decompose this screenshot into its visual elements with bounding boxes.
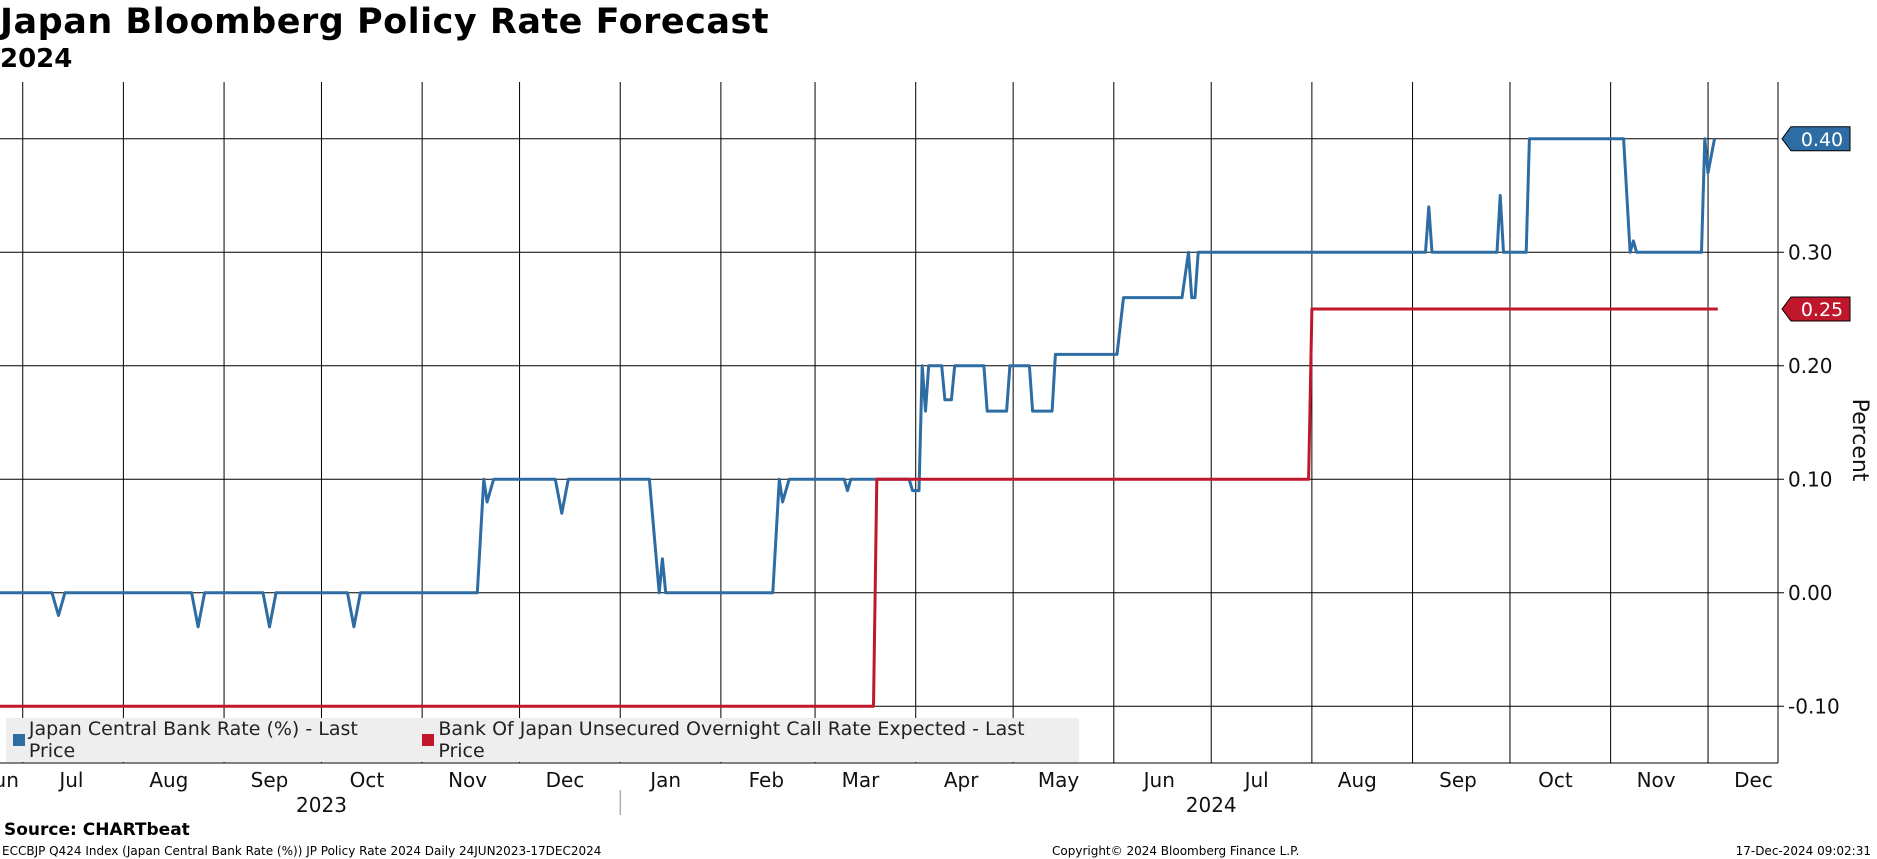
x-tick-label: Oct <box>350 768 385 792</box>
legend-item-central-bank-rate: Japan Central Bank Rate (%) - Last Price <box>13 718 405 762</box>
year-label: 2024 <box>1186 793 1237 817</box>
x-tick-label: Aug <box>149 768 188 792</box>
axes <box>0 82 1779 815</box>
y-tick-label: -0.10 <box>1788 694 1840 718</box>
legend-item-overnight-call-rate: Bank Of Japan Unsecured Overnight Call R… <box>422 718 1069 762</box>
series-line-0 <box>0 137 1716 629</box>
y-axis-title: Percent <box>1847 399 1872 482</box>
last-value-text: 0.40 <box>1801 129 1843 151</box>
series-layer <box>0 137 1718 708</box>
x-tick-label: Aug <box>1338 768 1377 792</box>
legend-swatch-blue <box>13 734 25 746</box>
legend-label: Bank Of Japan Unsecured Overnight Call R… <box>438 718 1025 762</box>
year-label: 2023 <box>296 793 347 817</box>
x-tick-label: Jul <box>57 768 83 792</box>
x-tick-label: Oct <box>1538 768 1573 792</box>
last-value-badges: 0.40 0.25 <box>1781 126 1851 322</box>
y-tick-labels: 0.30 0.20 0.10 0.00 -0.10 <box>1778 240 1840 718</box>
y-tick-label: 0.00 <box>1788 581 1833 605</box>
x-tick-label: Sep <box>1439 768 1477 792</box>
x-tick-label: Dec <box>1734 768 1773 792</box>
x-tick-label: Feb <box>749 768 784 792</box>
timestamp: 17-Dec-2024 09:02:31 <box>1735 844 1871 858</box>
x-tick-label: Jan <box>648 768 681 792</box>
x-tick-label: Jun <box>1142 768 1175 792</box>
series-line-1 <box>0 307 1718 708</box>
x-tick-label: Jun <box>0 768 19 792</box>
x-tick-label: Nov <box>1637 768 1676 792</box>
x-tick-label: May <box>1038 768 1080 792</box>
legend-label: Japan Central Bank Rate (%) - Last Price <box>28 718 358 762</box>
x-tick-label: Sep <box>251 768 289 792</box>
chart-subtitle: 2024 <box>0 44 73 74</box>
source-note: Source: CHARTbeat <box>4 820 190 840</box>
y-tick-label: 0.10 <box>1788 467 1833 491</box>
x-tick-label: Apr <box>944 768 979 792</box>
x-tick-label: Jul <box>1243 768 1269 792</box>
horizontal-gridlines <box>0 138 1778 707</box>
last-value-badge-1 <box>1781 296 1851 322</box>
last-value-badge-0 <box>1781 126 1851 152</box>
legend-swatch-red <box>422 734 435 746</box>
chart-title: Japan Bloomberg Policy Rate Forecast <box>0 2 770 42</box>
x-tick-label: Mar <box>842 768 881 792</box>
y-tick-label: 0.20 <box>1788 354 1833 378</box>
copyright-note: Copyright© 2024 Bloomberg Finance L.P. <box>1052 844 1300 858</box>
y-tick-label: 0.30 <box>1788 240 1833 264</box>
ticker-info: ECCBJP Q424 Index (Japan Central Bank Ra… <box>2 844 602 858</box>
x-tick-label: Nov <box>448 768 487 792</box>
x-tick-labels: Jun Jul Aug Sep Oct Nov Dec Jan Feb Mar Apr May Jun J… <box>0 768 1773 792</box>
chart-legend: Japan Central Bank Rate (%) - Last Price… <box>6 718 1079 762</box>
x-tick-label: Dec <box>546 768 585 792</box>
last-value-text: 0.25 <box>1801 299 1843 321</box>
year-labels: 2023 2024 <box>296 793 1237 817</box>
vertical-gridlines <box>22 82 1709 763</box>
